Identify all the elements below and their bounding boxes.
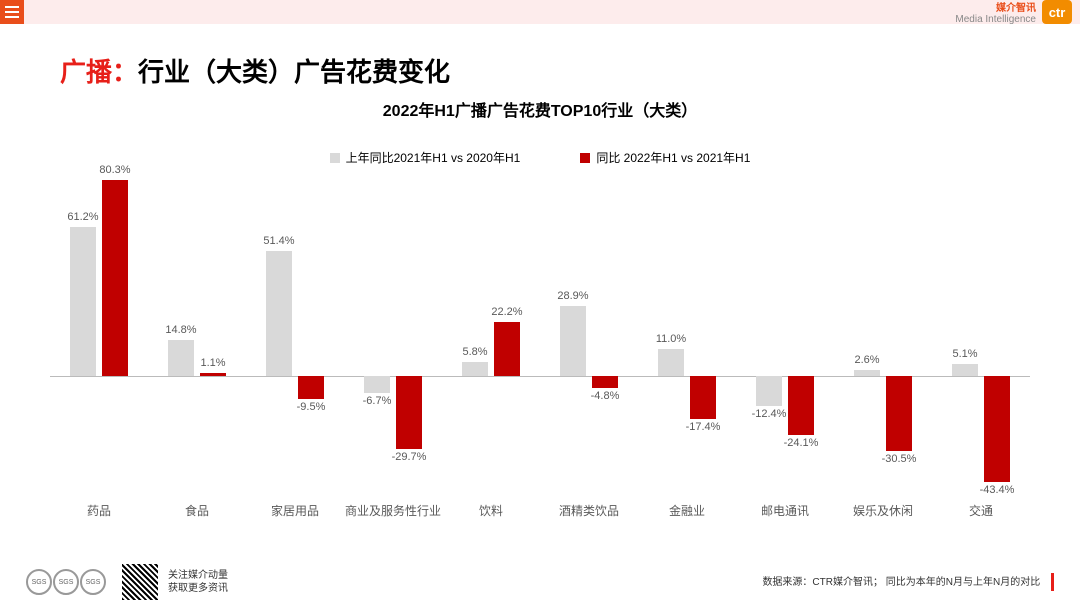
- brand-cn: 媒介智讯: [955, 0, 1036, 14]
- bar-value-label: 51.4%: [249, 235, 309, 247]
- footer: SGS SGS SGS 关注媒介动量 获取更多资讯 数据来源：CTR媒介智讯； …: [0, 562, 1080, 602]
- chart-bar: [298, 376, 324, 399]
- chart-bar: [854, 370, 880, 376]
- follow-line2: 获取更多资讯: [168, 582, 228, 595]
- category-label: 交通: [932, 502, 1030, 519]
- chart-bar: [200, 373, 226, 376]
- chart-bar: [788, 376, 814, 435]
- legend-label-prev: 上年同比2021年H1 vs 2020年H1: [346, 149, 521, 166]
- bar-value-label: -29.7%: [379, 451, 439, 463]
- chart-bar: [70, 227, 96, 376]
- bar-value-label: 80.3%: [85, 164, 145, 176]
- category-label: 酒精类饮品: [540, 502, 638, 519]
- chart-bar: [396, 376, 422, 448]
- bar-value-label: -30.5%: [869, 453, 929, 465]
- follow-text: 关注媒介动量 获取更多资讯: [168, 569, 228, 595]
- sgs-badges: SGS SGS SGS: [26, 569, 106, 595]
- bar-value-label: 22.2%: [477, 306, 537, 318]
- page-title: 广播：行业（大类）广告花费变化: [0, 24, 1080, 93]
- bar-value-label: -4.8%: [575, 390, 635, 402]
- bar-value-label: 2.6%: [837, 354, 897, 366]
- chart-bar: [952, 364, 978, 376]
- category-label: 药品: [50, 502, 148, 519]
- chart-bar: [494, 322, 520, 376]
- title-rest: 行业（大类）广告花费变化: [138, 57, 450, 87]
- menu-icon[interactable]: [0, 0, 24, 24]
- top-bar: 媒介智讯 Media Intelligence ctr: [0, 0, 1080, 24]
- bar-value-label: 28.9%: [543, 290, 603, 302]
- bar-value-label: 1.1%: [183, 357, 243, 369]
- legend-item-curr: 同比 2022年H1 vs 2021年H1: [580, 149, 750, 166]
- chart-bar: [658, 349, 684, 376]
- brand-block: 媒介智讯 Media Intelligence ctr: [955, 0, 1080, 25]
- bar-value-label: -43.4%: [967, 484, 1027, 496]
- category-label: 商业及服务性行业: [344, 502, 442, 519]
- swatch-prev: [330, 153, 340, 163]
- legend-item-prev: 上年同比2021年H1 vs 2020年H1: [330, 149, 521, 166]
- sgs-badge: SGS: [53, 569, 79, 595]
- chart-bar: [756, 376, 782, 406]
- category-label: 食品: [148, 502, 246, 519]
- brand-en: Media Intelligence: [955, 14, 1036, 25]
- chart-bar: [560, 306, 586, 377]
- category-label: 娱乐及休闲: [834, 502, 932, 519]
- category-label: 饮料: [442, 502, 540, 519]
- category-label: 邮电通讯: [736, 502, 834, 519]
- swatch-curr: [580, 153, 590, 163]
- brand-logo: ctr: [1042, 0, 1072, 24]
- category-label: 金融业: [638, 502, 736, 519]
- bar-value-label: -17.4%: [673, 421, 733, 433]
- bar-value-label: -9.5%: [281, 401, 341, 413]
- title-prefix: 广播：: [60, 57, 138, 87]
- legend-label-curr: 同比 2022年H1 vs 2021年H1: [596, 149, 750, 166]
- sgs-badge: SGS: [26, 569, 52, 595]
- chart-title: 2022年H1广播广告花费TOP10行业（大类）: [0, 97, 1080, 121]
- qr-code: [122, 564, 158, 600]
- bar-value-label: -24.1%: [771, 437, 831, 449]
- category-label: 家居用品: [246, 502, 344, 519]
- chart-bar: [364, 376, 390, 392]
- follow-line1: 关注媒介动量: [168, 569, 228, 582]
- sgs-badge: SGS: [80, 569, 106, 595]
- chart-bar: [886, 376, 912, 450]
- chart-area: 61.2%80.3%药品14.8%1.1%食品51.4%-9.5%家居用品-6.…: [50, 176, 1030, 486]
- bar-value-label: 11.0%: [641, 333, 701, 345]
- chart-bar: [102, 180, 128, 376]
- chart-bar: [592, 376, 618, 388]
- chart-bar: [266, 251, 292, 376]
- source-text: 数据来源：CTR媒介智讯； 同比为本年的N月与上年N月的对比: [762, 577, 1040, 588]
- source-accent-bar: [1051, 573, 1054, 591]
- chart-bar: [984, 376, 1010, 482]
- data-source: 数据来源：CTR媒介智讯； 同比为本年的N月与上年N月的对比: [762, 573, 1054, 591]
- bar-value-label: 5.1%: [935, 348, 995, 360]
- chart-bar: [690, 376, 716, 418]
- chart-legend: 上年同比2021年H1 vs 2020年H1 同比 2022年H1 vs 202…: [0, 149, 1080, 166]
- bar-value-label: 14.8%: [151, 324, 211, 336]
- chart-bar: [462, 362, 488, 376]
